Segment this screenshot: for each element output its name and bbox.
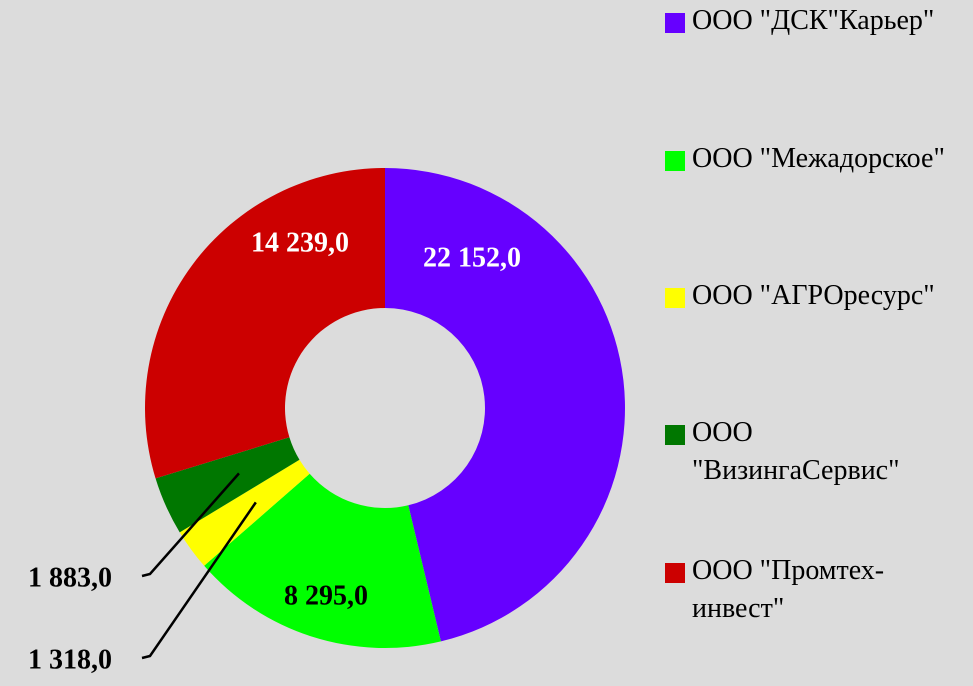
donut-segment [145, 168, 385, 479]
data-label: 8 295,0 [284, 580, 368, 611]
legend-swatch [665, 151, 685, 171]
legend-label: ООО "ВизингаСервис" [692, 417, 900, 486]
data-label: 14 239,0 [251, 227, 349, 258]
legend-label: ООО "Промтех-инвест" [692, 555, 885, 624]
legend-label: ООО "Межадорское" [692, 143, 945, 174]
donut-segment [385, 168, 626, 642]
legend-label: ООО "АГРОресурс" [692, 280, 935, 311]
legend-swatch [665, 563, 685, 583]
donut-segment [179, 459, 310, 566]
legend-label: ООО "ДСК"Карьер" [692, 5, 935, 36]
leader-line [141, 472, 240, 578]
legend-swatch [665, 288, 685, 308]
data-label: 1 883,0 [28, 562, 112, 593]
donut-segment [204, 473, 441, 648]
legend-swatch [665, 13, 685, 33]
data-label: 22 152,0 [423, 242, 521, 273]
data-label: 1 318,0 [28, 644, 112, 675]
legend-swatch [665, 425, 685, 445]
leader-line [141, 501, 257, 660]
